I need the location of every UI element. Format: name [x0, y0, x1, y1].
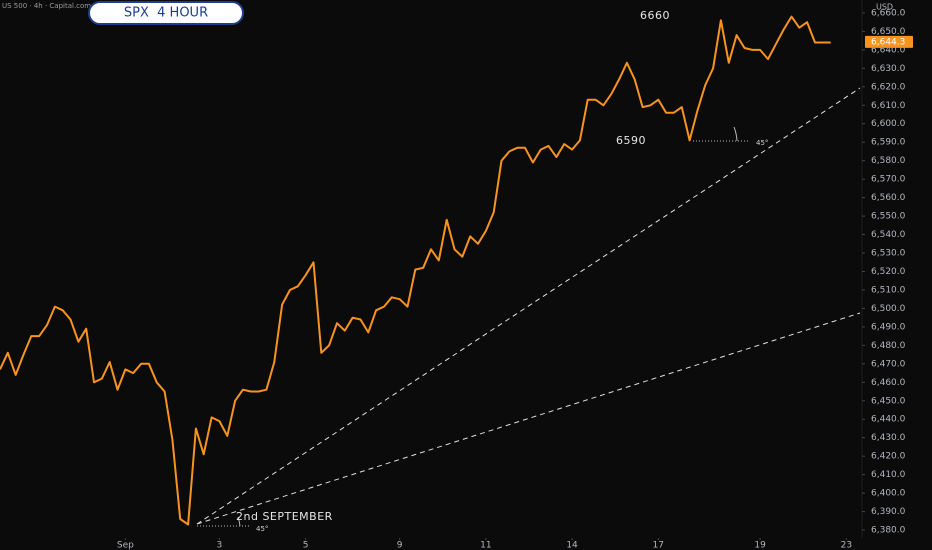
- currency-label: USD: [876, 3, 893, 12]
- annotation: 6590: [616, 134, 646, 147]
- y-tick-label: 6,470.0: [871, 359, 906, 369]
- x-tick-label: 14: [566, 541, 578, 550]
- annotation: 2nd SEPTEMBER: [236, 510, 333, 523]
- y-tick-label: 6,550.0: [871, 212, 906, 222]
- y-tick-label: 6,410.0: [871, 470, 906, 480]
- y-tick-label: 6,590.0: [871, 138, 906, 148]
- annotation: 45°: [256, 525, 268, 533]
- x-tick-label: 17: [653, 541, 664, 550]
- y-tick-label: 6,640.0: [871, 45, 906, 55]
- y-tick-label: 6,530.0: [871, 249, 906, 259]
- angle-arc: [237, 516, 241, 527]
- annotation: 6660: [640, 9, 670, 22]
- y-tick-label: 6,520.0: [871, 267, 906, 277]
- y-tick-label: 6,490.0: [871, 322, 906, 332]
- x-tick-label: 19: [754, 541, 766, 550]
- x-tick-label: Sep: [117, 541, 134, 550]
- y-tick-label: 6,620.0: [871, 82, 906, 92]
- y-tick-label: 6,450.0: [871, 396, 906, 406]
- y-tick-label: 6,380.0: [871, 526, 906, 536]
- chart-title: SPX 4 HOUR: [124, 6, 208, 21]
- y-tick-label: 6,390.0: [871, 507, 906, 517]
- trend-line: [196, 87, 861, 525]
- y-tick-label: 6,430.0: [871, 433, 906, 443]
- y-tick-label: 6,570.0: [871, 175, 906, 185]
- y-tick-label: 6,660.0: [871, 8, 906, 18]
- title-badge: [88, 1, 244, 25]
- y-tick-label: 6,480.0: [871, 341, 906, 351]
- y-tick-label: 6,600.0: [871, 119, 906, 129]
- trend-line: [196, 312, 861, 525]
- x-tick-label: 3: [217, 541, 223, 550]
- y-tick-label: 6,510.0: [871, 285, 906, 295]
- y-tick-label: 6,610.0: [871, 101, 906, 111]
- x-tick-label: 9: [397, 541, 403, 550]
- y-tick-label: 6,440.0: [871, 415, 906, 425]
- angle-arc: [733, 126, 738, 142]
- x-tick-label: 23: [841, 541, 852, 550]
- y-tick-label: 6,650.0: [871, 27, 906, 37]
- y-tick-label: 6,400.0: [871, 489, 906, 499]
- y-tick-label: 6,580.0: [871, 156, 906, 166]
- y-tick-label: 6,560.0: [871, 193, 906, 203]
- price-line: [0, 15, 831, 526]
- last-price-tag: [865, 35, 913, 48]
- annotation: 45°: [756, 139, 768, 147]
- y-tick-label: 6,630.0: [871, 64, 906, 74]
- y-tick-label: 6,420.0: [871, 452, 906, 462]
- last-price-label: 6,644.3: [871, 37, 905, 47]
- x-tick-label: 11: [480, 541, 491, 550]
- y-tick-label: 6,460.0: [871, 378, 906, 388]
- x-tick-label: 5: [303, 541, 309, 550]
- y-tick-label: 6,500.0: [871, 304, 906, 314]
- symbol-info: US 500 · 4h · Capital.com: [2, 2, 91, 10]
- y-tick-label: 6,540.0: [871, 230, 906, 240]
